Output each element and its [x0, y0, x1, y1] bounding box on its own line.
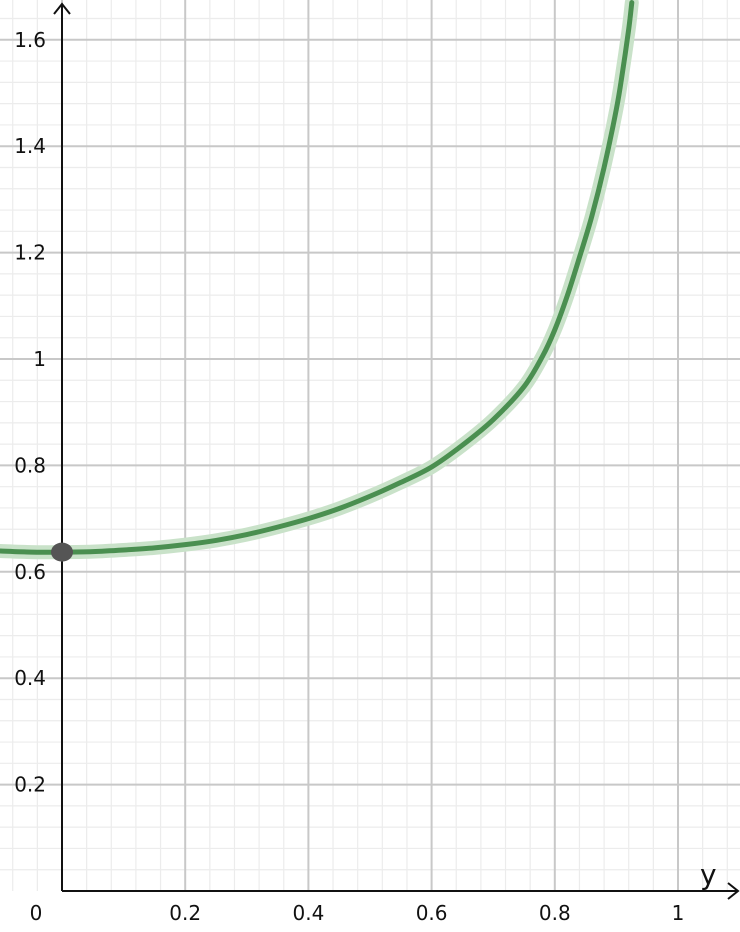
y-tick-label: 1 [33, 347, 46, 371]
x-tick-label: 0.6 [416, 901, 448, 925]
curve-halo [0, 0, 639, 560]
y-tick-label: 0.4 [14, 666, 46, 690]
major-grid [0, 0, 740, 891]
y-tick-label: 1.2 [14, 241, 46, 265]
y-tick-label: 1.6 [14, 28, 46, 52]
y-tick-label: 0.8 [14, 453, 46, 477]
function-curve [0, 0, 635, 555]
y-tick-label: 0.6 [14, 560, 46, 584]
x-tick-label: 1 [672, 901, 685, 925]
marked-point[interactable] [51, 542, 73, 562]
x-axis-arrowhead [727, 882, 740, 900]
y-tick-label: 0.2 [14, 773, 46, 797]
axes: y [53, 2, 740, 900]
x-tick-label: 0.8 [539, 901, 571, 925]
x-tick-label: 0.4 [292, 901, 324, 925]
curve-layer [0, 0, 639, 560]
tick-labels: 0 0.2 0.4 0.6 0.8 1 0.2 0.4 0.6 0.8 1 1.2 1.4 1.6 [14, 28, 684, 925]
y-tick-label: 1.4 [14, 134, 46, 158]
x-tick-label: 0 [30, 901, 43, 925]
minor-grid [0, 0, 740, 891]
x-axis-label: y [700, 858, 717, 891]
marked-points [51, 542, 73, 562]
x-tick-label: 0.2 [169, 901, 201, 925]
y-axis-arrowhead [53, 2, 71, 15]
